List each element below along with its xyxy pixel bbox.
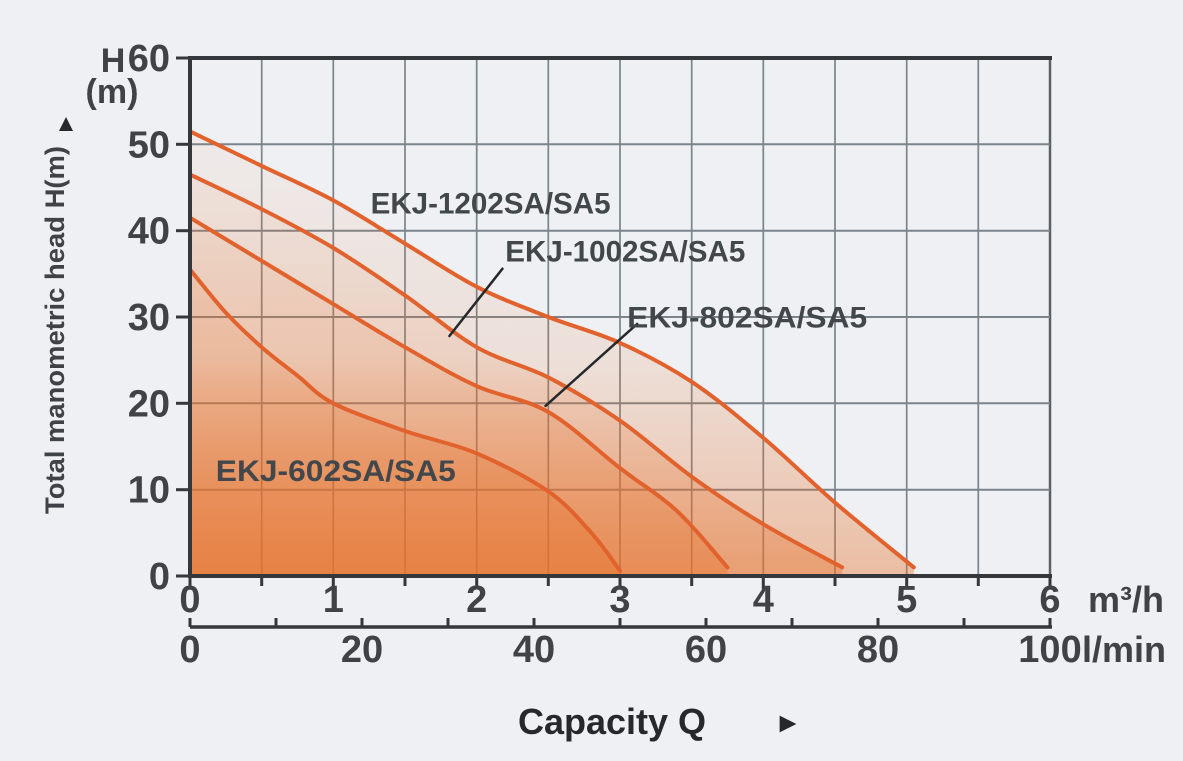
label-leader-lines xyxy=(448,267,639,408)
y-tick-label: 50 xyxy=(128,124,170,166)
lmin-tick-label: 80 xyxy=(857,629,899,671)
y-tick-label: 0 xyxy=(149,556,170,598)
axis-ticks xyxy=(176,56,1052,627)
label-ekj-602sa-sa5: EKJ-602SA/SA5 xyxy=(216,455,456,488)
area-ekj-602sa-sa5 xyxy=(190,269,620,576)
pump-curves xyxy=(188,129,916,573)
x-tick-label: 2 xyxy=(466,579,487,621)
x-axis-secondary-unit: l/min xyxy=(1082,629,1166,670)
y-axis-title: Total manometric head H(m) xyxy=(40,146,70,514)
y-tick-label: 60 xyxy=(128,38,170,80)
x-tick-label: 6 xyxy=(1039,579,1060,621)
x-axis-title-arrow-icon: ► xyxy=(774,707,802,738)
y-tick-label: 20 xyxy=(128,383,170,425)
curve-fill-areas xyxy=(190,131,914,576)
curve-ekj-602sa-sa5 xyxy=(188,267,622,573)
y-axis-unit-line1: H xyxy=(101,42,126,80)
leader-line xyxy=(544,322,639,408)
label-ekj-802sa-sa5: EKJ-802SA/SA5 xyxy=(627,301,867,334)
y-axis-up-arrow-icon: ▲ xyxy=(54,110,78,137)
series-labels: EKJ-1202SA/SA5 EKJ-1002SA/SA5 EKJ-802SA/SA… xyxy=(216,187,867,488)
curve-ekj-1202sa-sa5 xyxy=(188,129,916,570)
lmin-tick-label: 20 xyxy=(341,629,383,671)
lmin-tick-label: 60 xyxy=(685,629,727,671)
x-tick-label: 0 xyxy=(179,579,200,621)
lmin-tick-label: 100 xyxy=(1018,629,1081,671)
x-tick-label: 1 xyxy=(323,579,344,621)
y-tick-label: 10 xyxy=(128,470,170,512)
x-tick-label: 5 xyxy=(896,579,917,621)
curve-ekj-802sa-sa5 xyxy=(188,215,730,570)
x-axis-title: Capacity Q xyxy=(518,701,706,742)
x-tick-label: 3 xyxy=(609,579,630,621)
lmin-tick-label: 0 xyxy=(179,629,200,671)
y-tick-label: 40 xyxy=(128,211,170,253)
curve-ekj-1002sa-sa5 xyxy=(188,172,845,570)
lmin-tick-label: 40 xyxy=(513,629,555,671)
label-ekj-1002sa-sa5: EKJ-1002SA/SA5 xyxy=(505,236,745,269)
leader-line xyxy=(448,267,504,338)
x-axis-unit: m³/h xyxy=(1088,579,1164,620)
x-tick-label: 4 xyxy=(753,579,774,621)
y-axis-unit-line2: (m) xyxy=(86,73,139,111)
y-tick-label: 30 xyxy=(128,297,170,339)
label-ekj-1202sa-sa5: EKJ-1202SA/SA5 xyxy=(371,187,611,220)
